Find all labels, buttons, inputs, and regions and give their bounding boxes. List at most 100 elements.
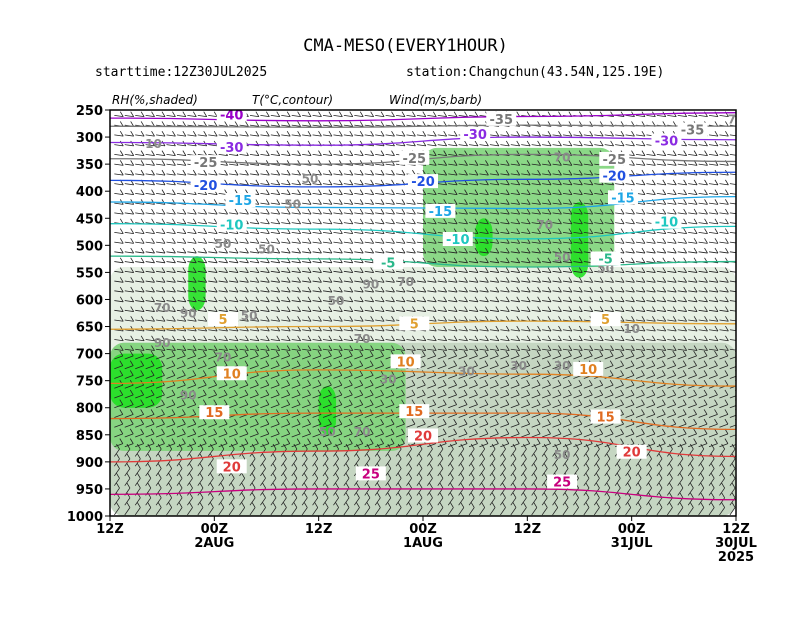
wind-barb [437, 384, 447, 389]
wind-barb [291, 414, 301, 418]
wind-barb-flag [318, 238, 322, 244]
wind-barb-flag [703, 409, 708, 415]
wind-barb [260, 290, 270, 293]
wind-barb [281, 134, 291, 137]
wind-barb [479, 183, 489, 186]
wind-barb-flag [575, 443, 579, 450]
wind-barb [333, 309, 343, 312]
wind-barb-flag [526, 208, 531, 215]
wind-barb [155, 355, 165, 360]
wind-barb-flag [150, 350, 155, 357]
wind-barb [688, 251, 698, 254]
wind-barb-flag [453, 350, 458, 357]
wind-barb-flag [224, 335, 228, 341]
wind-barb [207, 448, 214, 457]
wind-barb [552, 241, 562, 244]
wind-barb [312, 443, 322, 448]
wind-barb-flag [443, 257, 448, 264]
wind-barb [228, 497, 235, 506]
wind-barb [270, 290, 280, 293]
wind-barb [322, 290, 332, 293]
wind-barb [312, 384, 322, 389]
wind-barb [354, 134, 364, 137]
wind-barb-flag [526, 189, 531, 195]
wind-barb [375, 202, 385, 205]
wind-barb [489, 355, 499, 360]
wind-barb [176, 280, 186, 283]
wind-barb-flag [359, 345, 364, 351]
wind-barb [656, 448, 663, 457]
wind-barb-flag [230, 502, 235, 508]
wind-barb-flag [151, 267, 155, 273]
wind-barb [249, 251, 259, 254]
wind-barb-flag [450, 492, 454, 499]
wind-barb-flag [172, 208, 176, 215]
wind-barb [218, 309, 228, 312]
wind-barb [541, 443, 551, 448]
wind-barb-flag [140, 418, 145, 425]
wind-barb [542, 309, 552, 312]
wind-barb [510, 300, 520, 303]
wind-barb-flag [328, 350, 332, 357]
wind-barb-flag [369, 370, 374, 376]
wind-barb [448, 384, 457, 389]
wind-barb [562, 433, 572, 438]
wind-barb-flag [265, 218, 270, 225]
wind-barb [354, 355, 363, 360]
wind-barb [562, 355, 572, 360]
wind-barb [187, 375, 196, 379]
wind-barb [593, 478, 600, 486]
wind-barb-flag [349, 208, 354, 215]
wind-barb [260, 497, 266, 506]
wind-barb [667, 355, 676, 360]
wind-barb [239, 319, 249, 322]
wind-barb-flag [286, 286, 291, 293]
wind-barb [145, 309, 155, 312]
wind-barb-flag [578, 257, 583, 264]
wind-barb [479, 270, 489, 273]
wind-barb [375, 251, 385, 254]
wind-barb-flag [140, 428, 145, 435]
wind-barb-flag [307, 169, 312, 176]
wind-barb-flag [662, 335, 667, 341]
wind-barb-flag [349, 335, 354, 341]
wind-barb-flag [213, 238, 218, 244]
wind-barb-flag [439, 492, 444, 499]
wind-barb-flag [339, 277, 343, 283]
wind-barb-flag [596, 463, 600, 469]
wind-barb-flag [370, 238, 375, 244]
wind-barb [635, 414, 645, 418]
wind-barb [354, 319, 364, 322]
wind-barb [281, 192, 291, 196]
wind-barb [416, 270, 426, 273]
wind-barb-flag [505, 399, 510, 405]
wind-barb [521, 404, 530, 409]
wind-barb-flag [245, 345, 249, 351]
wind-barb-flag [318, 111, 322, 117]
wind-barb [155, 468, 162, 477]
wind-barb-flag [376, 482, 381, 489]
wind-barb [124, 212, 134, 215]
wind-barb-flag [432, 399, 437, 405]
wind-barb [667, 414, 676, 418]
wind-barb-flag [293, 453, 298, 460]
wind-barb-flag [356, 502, 360, 508]
wind-barb [260, 134, 270, 137]
wind-barb [197, 478, 204, 486]
wind-barb [500, 222, 510, 225]
wind-barb [437, 507, 444, 516]
wind-barb-flag [485, 160, 489, 166]
wind-barb-flag [297, 345, 301, 351]
wind-barb-flag [558, 296, 562, 303]
wind-barb [187, 507, 193, 516]
wind-barb [656, 414, 666, 418]
wind-barb-flag [178, 443, 183, 450]
wind-barb [197, 394, 207, 399]
wind-barb-flag [630, 350, 635, 357]
wind-barb-flag [286, 370, 291, 376]
wind-barb [364, 192, 374, 196]
wind-barb [249, 163, 259, 166]
wind-barb-flag [418, 482, 423, 489]
wind-barb-flag [401, 130, 406, 137]
wind-barb [343, 478, 350, 486]
